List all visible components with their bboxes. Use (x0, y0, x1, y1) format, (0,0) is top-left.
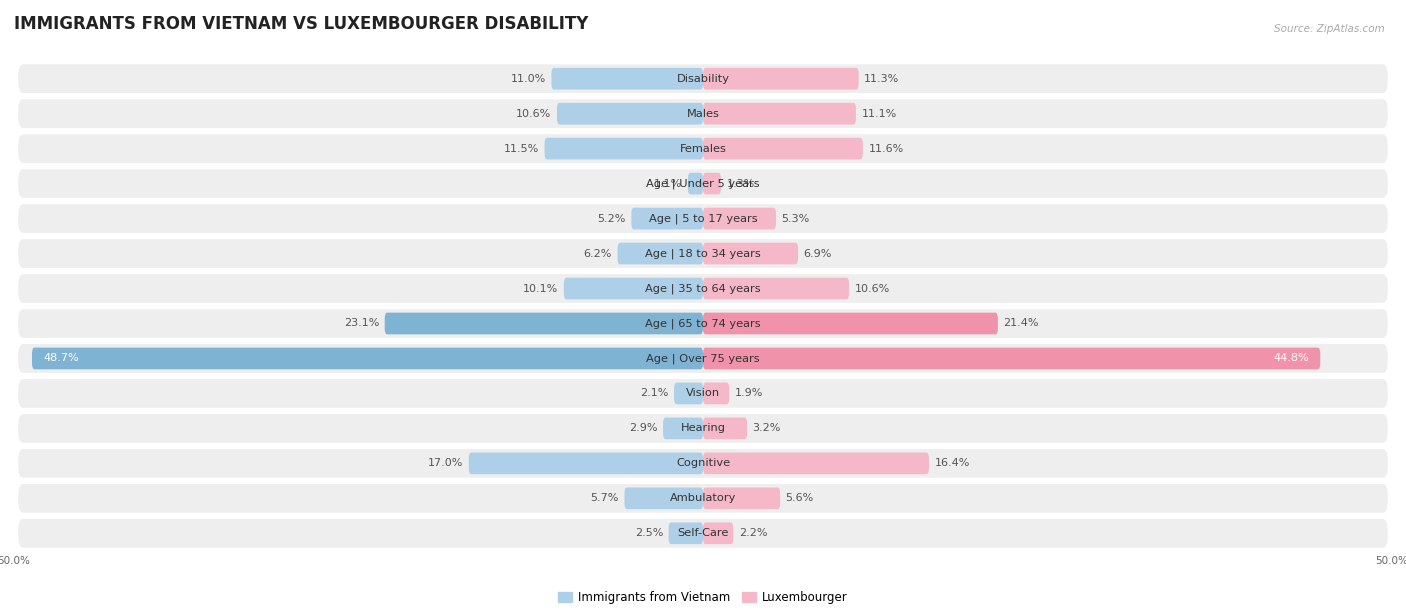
Text: 17.0%: 17.0% (427, 458, 463, 468)
Text: 11.6%: 11.6% (869, 144, 904, 154)
Text: Self-Care: Self-Care (678, 528, 728, 539)
FancyBboxPatch shape (18, 170, 1388, 198)
FancyBboxPatch shape (18, 414, 1388, 442)
Text: Age | 35 to 64 years: Age | 35 to 64 years (645, 283, 761, 294)
FancyBboxPatch shape (564, 278, 703, 299)
FancyBboxPatch shape (18, 134, 1388, 163)
Text: 21.4%: 21.4% (1004, 318, 1039, 329)
Text: 16.4%: 16.4% (935, 458, 970, 468)
Text: Hearing: Hearing (681, 424, 725, 433)
Text: 23.1%: 23.1% (344, 318, 380, 329)
Text: 10.1%: 10.1% (523, 283, 558, 294)
Text: Age | Under 5 years: Age | Under 5 years (647, 178, 759, 189)
FancyBboxPatch shape (703, 523, 734, 544)
FancyBboxPatch shape (669, 523, 703, 544)
FancyBboxPatch shape (18, 64, 1388, 93)
FancyBboxPatch shape (703, 452, 929, 474)
Text: 5.3%: 5.3% (782, 214, 810, 223)
FancyBboxPatch shape (18, 484, 1388, 513)
FancyBboxPatch shape (703, 488, 780, 509)
Text: Vision: Vision (686, 389, 720, 398)
FancyBboxPatch shape (18, 99, 1388, 128)
Text: Source: ZipAtlas.com: Source: ZipAtlas.com (1274, 24, 1385, 34)
FancyBboxPatch shape (703, 278, 849, 299)
Text: 1.9%: 1.9% (735, 389, 763, 398)
FancyBboxPatch shape (544, 138, 703, 160)
Text: 1.1%: 1.1% (654, 179, 682, 188)
Text: Males: Males (686, 109, 720, 119)
Legend: Immigrants from Vietnam, Luxembourger: Immigrants from Vietnam, Luxembourger (554, 586, 852, 608)
Text: 10.6%: 10.6% (855, 283, 890, 294)
FancyBboxPatch shape (18, 274, 1388, 303)
Text: 2.9%: 2.9% (628, 424, 658, 433)
Text: 11.3%: 11.3% (865, 73, 900, 84)
FancyBboxPatch shape (385, 313, 703, 334)
Text: 2.5%: 2.5% (634, 528, 664, 539)
Text: 5.2%: 5.2% (598, 214, 626, 223)
Text: Ambulatory: Ambulatory (669, 493, 737, 503)
FancyBboxPatch shape (624, 488, 703, 509)
Text: 6.9%: 6.9% (804, 248, 832, 258)
FancyBboxPatch shape (617, 243, 703, 264)
Text: 48.7%: 48.7% (44, 354, 79, 364)
FancyBboxPatch shape (703, 173, 721, 195)
FancyBboxPatch shape (703, 313, 998, 334)
FancyBboxPatch shape (703, 382, 730, 405)
FancyBboxPatch shape (703, 207, 776, 230)
FancyBboxPatch shape (688, 173, 703, 195)
FancyBboxPatch shape (631, 207, 703, 230)
Text: 5.7%: 5.7% (591, 493, 619, 503)
Text: 10.6%: 10.6% (516, 109, 551, 119)
Text: IMMIGRANTS FROM VIETNAM VS LUXEMBOURGER DISABILITY: IMMIGRANTS FROM VIETNAM VS LUXEMBOURGER … (14, 15, 589, 33)
Text: Disability: Disability (676, 73, 730, 84)
FancyBboxPatch shape (32, 348, 703, 369)
FancyBboxPatch shape (703, 68, 859, 89)
FancyBboxPatch shape (18, 519, 1388, 548)
FancyBboxPatch shape (703, 138, 863, 160)
Text: 11.1%: 11.1% (862, 109, 897, 119)
FancyBboxPatch shape (18, 449, 1388, 478)
Text: Age | 65 to 74 years: Age | 65 to 74 years (645, 318, 761, 329)
FancyBboxPatch shape (557, 103, 703, 124)
Text: 44.8%: 44.8% (1274, 354, 1309, 364)
FancyBboxPatch shape (703, 348, 1320, 369)
FancyBboxPatch shape (703, 243, 799, 264)
Text: 2.2%: 2.2% (738, 528, 768, 539)
Text: Age | Over 75 years: Age | Over 75 years (647, 353, 759, 364)
Text: 11.0%: 11.0% (510, 73, 546, 84)
Text: Cognitive: Cognitive (676, 458, 730, 468)
FancyBboxPatch shape (703, 103, 856, 124)
FancyBboxPatch shape (18, 239, 1388, 268)
FancyBboxPatch shape (703, 417, 747, 439)
FancyBboxPatch shape (664, 417, 703, 439)
Text: 5.6%: 5.6% (786, 493, 814, 503)
FancyBboxPatch shape (468, 452, 703, 474)
FancyBboxPatch shape (18, 204, 1388, 233)
Text: Females: Females (679, 144, 727, 154)
Text: 11.5%: 11.5% (503, 144, 538, 154)
FancyBboxPatch shape (551, 68, 703, 89)
Text: Age | 18 to 34 years: Age | 18 to 34 years (645, 248, 761, 259)
Text: 6.2%: 6.2% (583, 248, 612, 258)
Text: 2.1%: 2.1% (640, 389, 669, 398)
FancyBboxPatch shape (18, 344, 1388, 373)
Text: 1.3%: 1.3% (727, 179, 755, 188)
FancyBboxPatch shape (673, 382, 703, 405)
Text: 3.2%: 3.2% (752, 424, 780, 433)
FancyBboxPatch shape (18, 309, 1388, 338)
Text: Age | 5 to 17 years: Age | 5 to 17 years (648, 214, 758, 224)
FancyBboxPatch shape (18, 379, 1388, 408)
